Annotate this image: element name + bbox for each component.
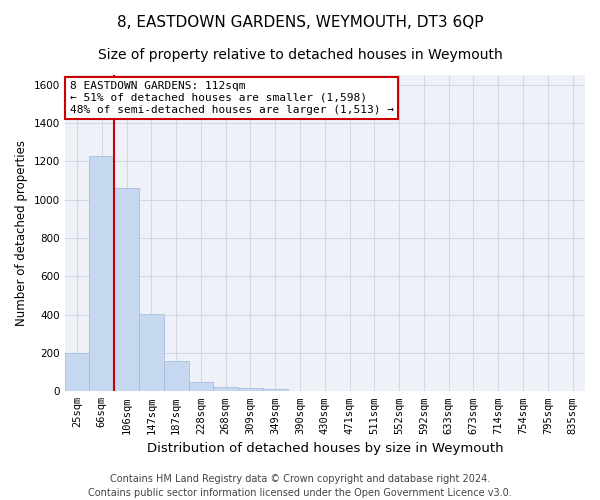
Text: Size of property relative to detached houses in Weymouth: Size of property relative to detached ho… <box>98 48 502 62</box>
Bar <box>89 156 114 392</box>
Y-axis label: Number of detached properties: Number of detached properties <box>15 140 28 326</box>
Bar <box>139 314 164 392</box>
Bar <box>164 360 188 392</box>
Bar <box>65 353 89 392</box>
Bar <box>263 390 287 392</box>
Bar <box>238 388 263 392</box>
Bar <box>114 188 139 392</box>
Text: 8, EASTDOWN GARDENS, WEYMOUTH, DT3 6QP: 8, EASTDOWN GARDENS, WEYMOUTH, DT3 6QP <box>117 15 483 30</box>
Text: 8 EASTDOWN GARDENS: 112sqm
← 51% of detached houses are smaller (1,598)
48% of s: 8 EASTDOWN GARDENS: 112sqm ← 51% of deta… <box>70 82 394 114</box>
Bar <box>188 382 214 392</box>
X-axis label: Distribution of detached houses by size in Weymouth: Distribution of detached houses by size … <box>146 442 503 455</box>
Text: Contains HM Land Registry data © Crown copyright and database right 2024.
Contai: Contains HM Land Registry data © Crown c… <box>88 474 512 498</box>
Bar <box>214 386 238 392</box>
